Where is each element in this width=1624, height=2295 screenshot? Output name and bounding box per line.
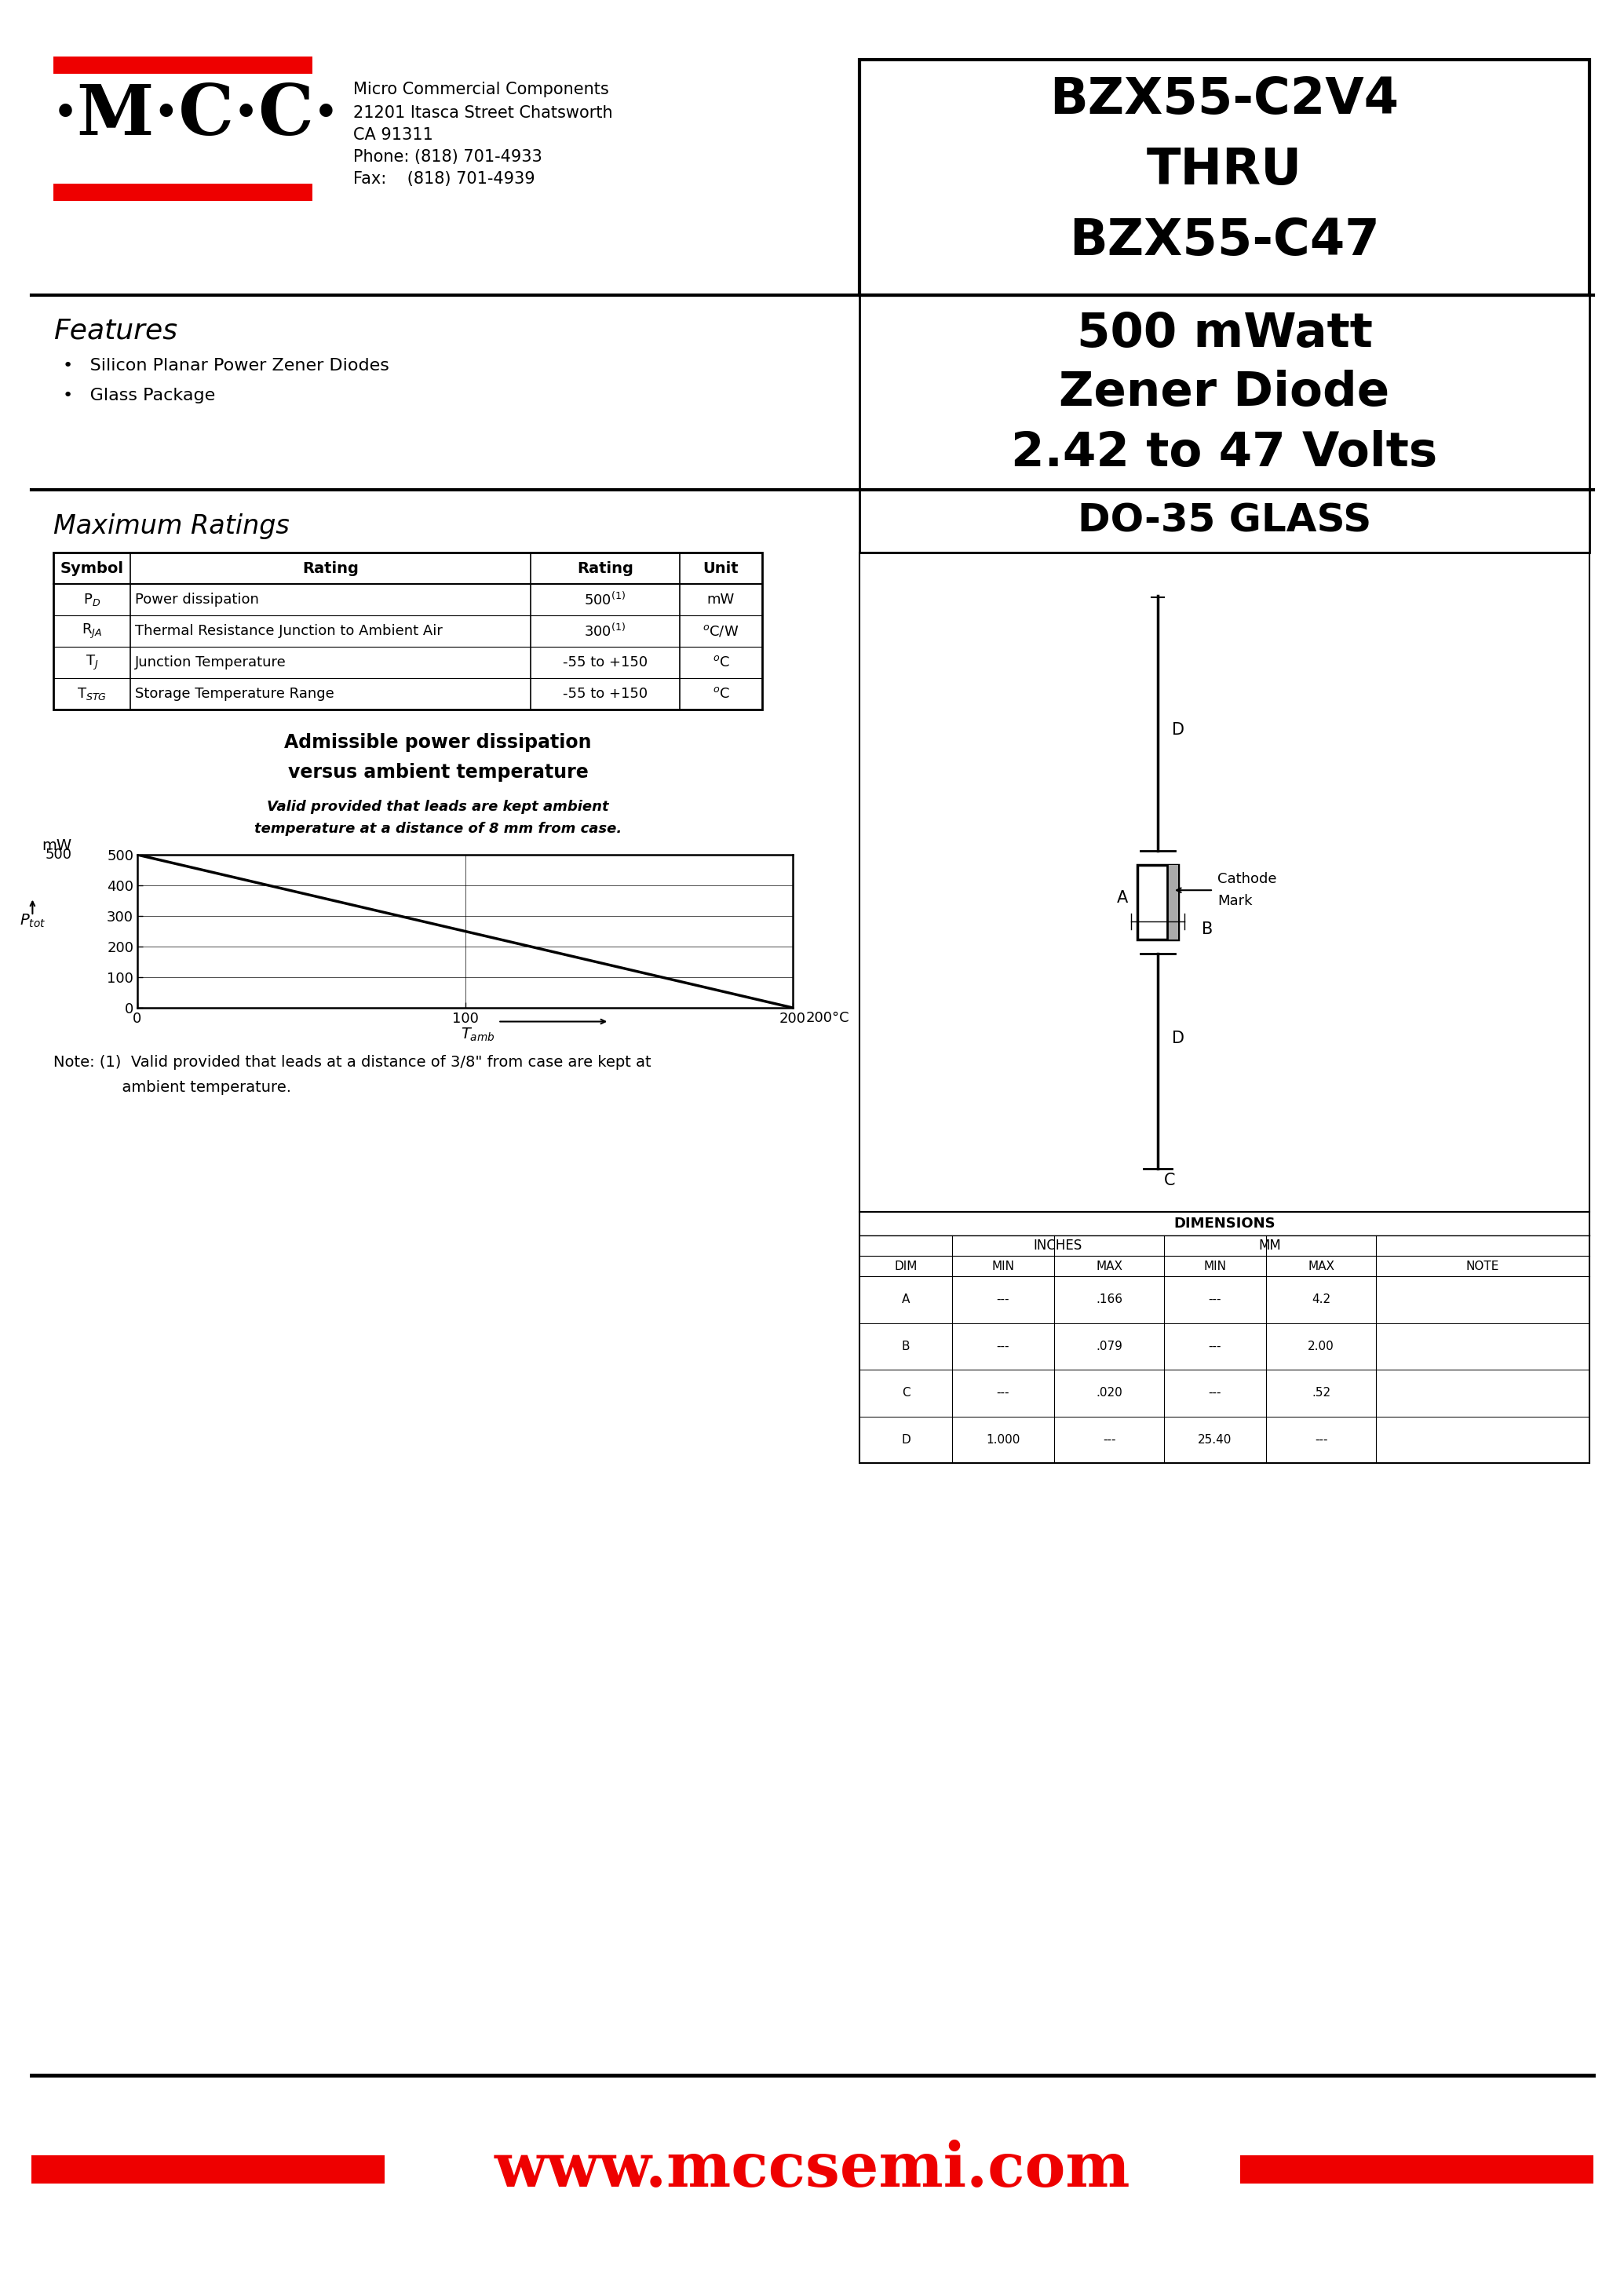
Text: ---: --- [997, 1340, 1010, 1352]
Text: B: B [901, 1340, 909, 1352]
Text: 300$^{(1)}$: 300$^{(1)}$ [585, 622, 627, 640]
Text: 1.000: 1.000 [986, 1434, 1020, 1446]
Text: THRU: THRU [1147, 147, 1302, 195]
Text: -55 to +150: -55 to +150 [564, 686, 648, 700]
Text: www.mccsemi.com: www.mccsemi.com [494, 2139, 1130, 2199]
Bar [54, 184, 312, 202]
Text: .020: .020 [1096, 1386, 1122, 1400]
Text: 2.00: 2.00 [1307, 1340, 1335, 1352]
Text: ---: --- [997, 1294, 1010, 1306]
Text: D: D [1173, 723, 1184, 739]
Text: Symbol: Symbol [60, 560, 123, 576]
Text: Note: (1)  Valid provided that leads at a distance of 3/8" from case are kept at: Note: (1) Valid provided that leads at a… [54, 1056, 651, 1069]
Text: $^o$C: $^o$C [713, 656, 729, 670]
Text: Micro Commercial Components: Micro Commercial Components [352, 83, 609, 96]
Text: Rating: Rating [302, 560, 359, 576]
Text: Mark: Mark [1218, 895, 1252, 909]
Text: Power dissipation: Power dissipation [135, 592, 258, 606]
Bar [859, 553, 1590, 1212]
Text: •   Glass Package: • Glass Package [63, 388, 216, 404]
Text: Thermal Resistance Junction to Ambient Air: Thermal Resistance Junction to Ambient A… [135, 624, 443, 638]
Bar [859, 60, 1590, 296]
Text: 200°C: 200°C [806, 1010, 849, 1026]
Text: -55 to +150: -55 to +150 [564, 656, 648, 670]
Text: B: B [1202, 923, 1213, 936]
Bar [1168, 865, 1177, 939]
Text: versus ambient temperature: versus ambient temperature [287, 762, 588, 783]
Text: Storage Temperature Range: Storage Temperature Range [135, 686, 335, 700]
Text: 25.40: 25.40 [1199, 1434, 1233, 1446]
Text: ---: --- [1314, 1434, 1327, 1446]
Text: D: D [901, 1434, 911, 1446]
Text: Zener Diode: Zener Diode [1059, 369, 1390, 415]
Text: INCHES: INCHES [1033, 1239, 1083, 1253]
Text: A: A [901, 1294, 909, 1306]
Bar [54, 553, 762, 709]
Text: ---: --- [1208, 1386, 1221, 1400]
Bar [859, 489, 1590, 553]
Text: C: C [1164, 1173, 1176, 1189]
Text: ·M·C·C·: ·M·C·C· [54, 83, 339, 149]
Text: .079: .079 [1096, 1340, 1122, 1352]
Text: MIN: MIN [992, 1260, 1015, 1271]
Text: ---: --- [1103, 1434, 1116, 1446]
Bar [859, 296, 1590, 489]
Text: D: D [1173, 1030, 1184, 1047]
Text: Maximum Ratings: Maximum Ratings [54, 514, 289, 539]
Text: P$_D$: P$_D$ [83, 592, 101, 608]
Text: 500 mWatt: 500 mWatt [1077, 310, 1372, 358]
Text: DO-35 GLASS: DO-35 GLASS [1078, 503, 1371, 539]
Text: Fax:    (818) 701-4939: Fax: (818) 701-4939 [352, 172, 534, 186]
Text: ---: --- [1208, 1294, 1221, 1306]
Text: Cathode: Cathode [1218, 872, 1276, 886]
Bar [1241, 2155, 1593, 2183]
Text: R$_{JA}$: R$_{JA}$ [81, 622, 102, 640]
Text: .166: .166 [1096, 1294, 1122, 1306]
Text: MM: MM [1259, 1239, 1281, 1253]
Text: 500$^{(1)}$: 500$^{(1)}$ [585, 592, 627, 608]
Text: $^o$C: $^o$C [713, 686, 729, 700]
Text: T$_J$: T$_J$ [86, 654, 99, 672]
Text: MAX: MAX [1307, 1260, 1335, 1271]
Bar [859, 1212, 1590, 1462]
Text: BZX55-C2V4: BZX55-C2V4 [1049, 76, 1400, 124]
Text: $^o$C/W: $^o$C/W [703, 624, 739, 638]
Text: DIMENSIONS: DIMENSIONS [1174, 1216, 1275, 1230]
Text: •   Silicon Planar Power Zener Diodes: • Silicon Planar Power Zener Diodes [63, 358, 390, 374]
Text: $T_{amb}$: $T_{amb}$ [461, 1026, 495, 1042]
Text: Admissible power dissipation: Admissible power dissipation [284, 732, 591, 753]
Text: ---: --- [1208, 1340, 1221, 1352]
Text: NOTE: NOTE [1466, 1260, 1499, 1271]
Text: $P_{tot}$: $P_{tot}$ [19, 913, 45, 929]
Text: .52: .52 [1312, 1386, 1330, 1400]
Text: 500: 500 [45, 847, 71, 863]
Text: MAX: MAX [1096, 1260, 1122, 1271]
Text: temperature at a distance of 8 mm from case.: temperature at a distance of 8 mm from c… [255, 822, 622, 835]
Text: Features: Features [54, 317, 177, 344]
Bar [54, 57, 312, 73]
Text: Valid provided that leads are kept ambient: Valid provided that leads are kept ambie… [266, 799, 609, 815]
Text: BZX55-C47: BZX55-C47 [1069, 216, 1380, 266]
Text: Junction Temperature: Junction Temperature [135, 656, 286, 670]
Text: C: C [901, 1386, 909, 1400]
Text: Unit: Unit [703, 560, 739, 576]
Text: 21201 Itasca Street Chatsworth: 21201 Itasca Street Chatsworth [352, 106, 612, 122]
Text: MIN: MIN [1203, 1260, 1226, 1271]
Text: Rating: Rating [577, 560, 633, 576]
Text: Phone: (818) 701-4933: Phone: (818) 701-4933 [352, 149, 542, 165]
Text: mW: mW [42, 838, 71, 854]
Text: ---: --- [997, 1386, 1010, 1400]
Text: CA 91311: CA 91311 [352, 126, 434, 142]
Text: 2.42 to 47 Volts: 2.42 to 47 Volts [1012, 429, 1437, 477]
Bar [31, 2155, 385, 2183]
Text: A: A [1117, 890, 1129, 907]
Text: 4.2: 4.2 [1312, 1294, 1330, 1306]
Text: ambient temperature.: ambient temperature. [54, 1081, 291, 1095]
Bar [1137, 865, 1177, 939]
Text: mW: mW [706, 592, 734, 606]
Text: T$_{STG}$: T$_{STG}$ [76, 686, 107, 702]
Text: DIM: DIM [895, 1260, 918, 1271]
